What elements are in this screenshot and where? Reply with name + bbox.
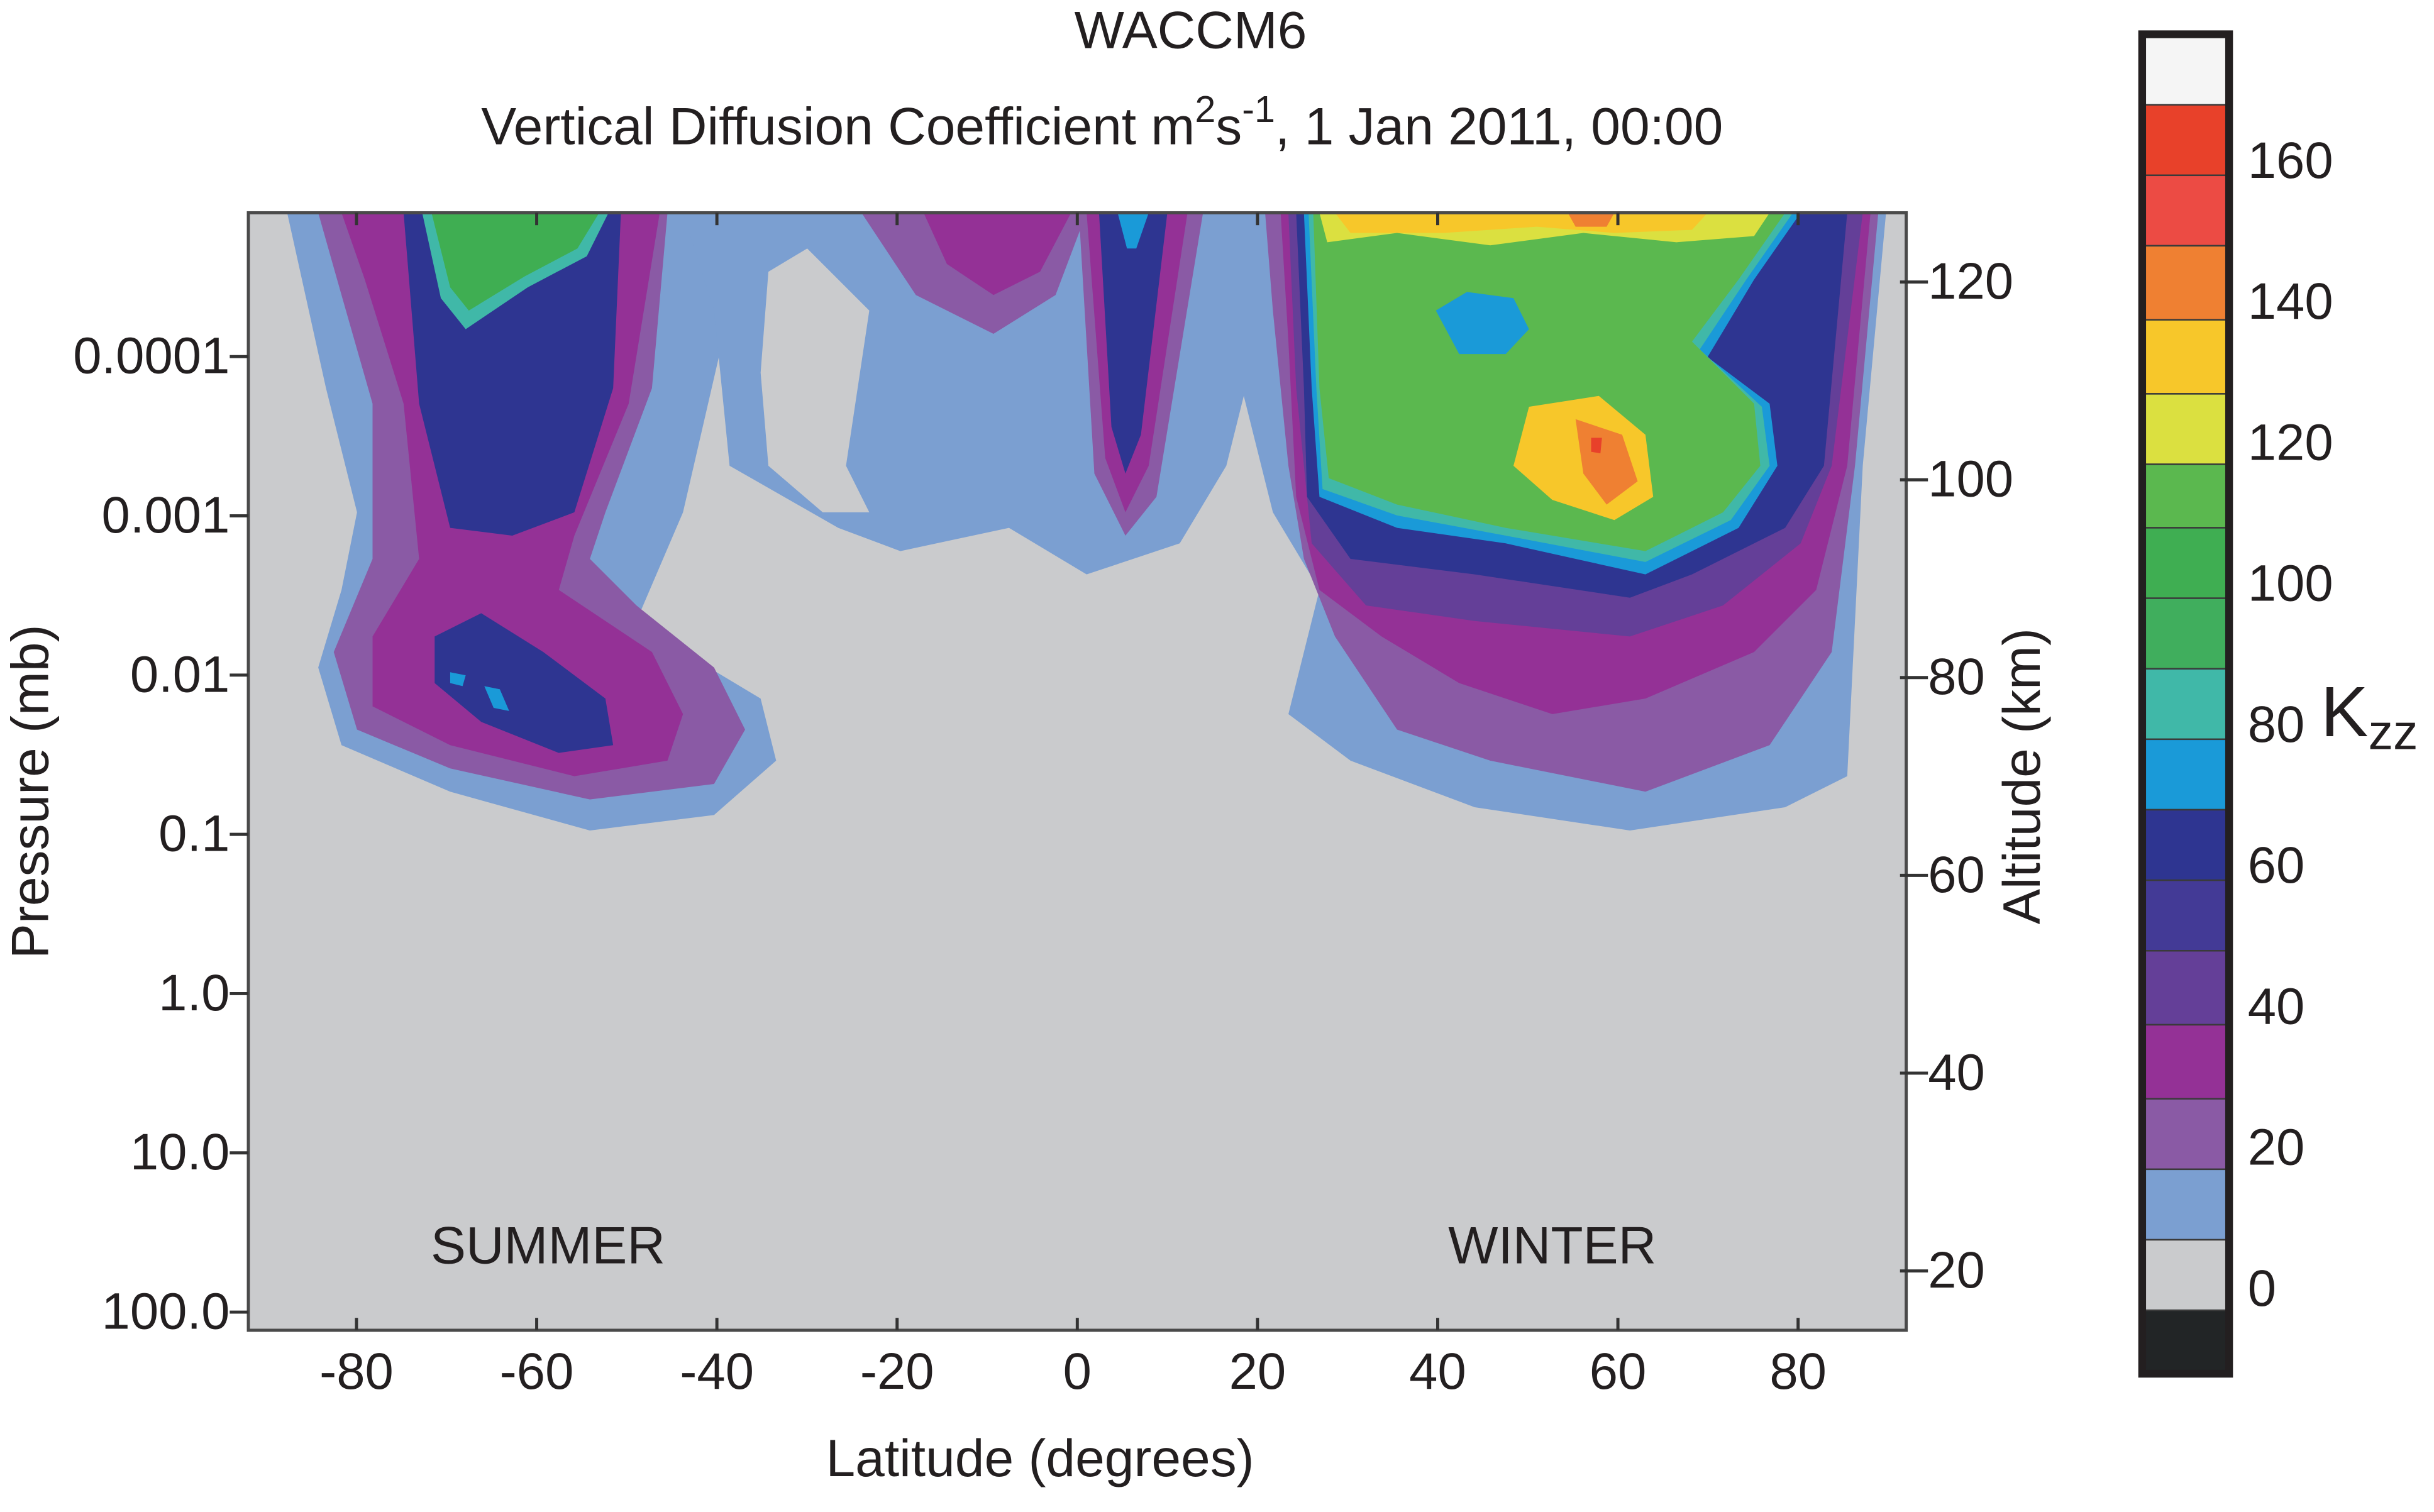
subtitle-superscript: -1 [1242,88,1275,130]
colorbar-segment [2141,1239,2230,1311]
x-tick-label: 0 [1063,1343,1092,1400]
y-tick-label: 100.0 [102,1283,230,1340]
y2-tick-label: 100 [1928,451,2013,508]
contour-region [450,672,466,687]
contour-region [1117,212,1149,249]
x-tick-label: -40 [680,1343,754,1400]
y-tick-label: 10.0 [130,1123,230,1181]
colorbar-segment [2141,463,2230,529]
contour-region [1313,212,1786,551]
contour-region [1591,438,1602,454]
colorbar-segment [2141,33,2230,106]
colorbar-segment [2141,1098,2230,1171]
colorbar-segment [2141,597,2230,670]
chart-subtitle: Vertical Diffusion Coefficient m2s-1, 1 … [481,88,1723,156]
x-tick-label: -80 [319,1343,394,1400]
colorbar-segment [2141,1168,2230,1241]
colorbar-tick-label: 100 [2248,555,2333,612]
x-tick-label: 20 [1229,1343,1286,1400]
colorbar-tick-label: 80 [2248,696,2305,753]
y-tick-label: 1.0 [158,964,230,1022]
x-tick-label: 80 [1769,1343,1827,1400]
x-tick-label: -20 [860,1343,934,1400]
y-tick-label: 0.01 [130,646,230,703]
colorbar-segment [2141,950,2230,1026]
x-tick-label: -60 [500,1343,574,1400]
contour-region [431,212,599,311]
contour-region [760,248,870,512]
subtitle-part: , 1 Jan 2011, 00:00 [1275,97,1723,156]
y2-tick-label: 20 [1928,1242,1985,1299]
chart-title: WACCM6 [1075,1,1307,60]
colorbar-tick-label: 120 [2248,414,2333,471]
contour-region [434,613,614,753]
colorbar-segment [2141,1309,2230,1375]
contour-region [1098,212,1168,474]
y-tick-label: 0.0001 [73,328,230,385]
y2-tick-label: 120 [1928,253,2013,310]
colorbar-segment [2141,1024,2230,1100]
y2-tick-label: 80 [1928,648,1985,705]
colorbar-segment [2141,738,2230,811]
contour-region [1335,212,1708,233]
colorbar-tick-label: 140 [2248,273,2333,330]
subtitle-part: Vertical Diffusion Coefficient m [481,97,1195,156]
colorbar-tick-label: 160 [2248,132,2333,189]
annotation: SUMMER [431,1216,665,1275]
plot-layer: -80 -60 -40 -20 0 20 40 60 800.00010.0010.010.11… [73,30,2333,1400]
colorbar-segment [2141,879,2230,952]
subtitle-superscript: 2 [1195,88,1215,130]
y-tick-label: 0.1 [158,805,230,863]
y2-tick-label: 60 [1928,846,1985,903]
y-tick-label: 0.001 [102,487,230,544]
colorbar-label-subscript: zz [2369,704,2418,759]
colorbar-tick-label: 60 [2248,837,2305,894]
colorbar-tick-label: 20 [2248,1119,2305,1176]
x-axis-label: Latitude (degrees) [826,1428,1254,1487]
colorbar-label: Kzz [2321,672,2418,760]
colorbar-tick-label: 0 [2248,1260,2276,1317]
x-tick-label: 60 [1590,1343,1647,1400]
colorbar-segment [2141,527,2230,599]
colorbar-segment [2141,174,2230,247]
contour-region [484,686,509,711]
colorbar-tick-label: 40 [2248,978,2305,1035]
colorbar-segment [2141,104,2230,177]
y2-axis-label: Altitude (km) [1992,628,2051,924]
colorbar-segment [2141,319,2230,395]
y2-tick-label: 40 [1928,1044,1985,1101]
colorbar-frame [2138,30,2233,1378]
colorbar-label-main: K [2321,672,2369,752]
annotation: WINTER [1448,1216,1656,1275]
subtitle-part: s [1215,97,1242,156]
contour-region [923,212,1071,295]
colorbar-segment [2141,668,2230,741]
colorbar-segment [2141,808,2230,881]
colorbar-segment [2141,393,2230,465]
contour-region [1436,292,1529,355]
x-tick-label: 40 [1409,1343,1466,1400]
contour-region [1568,212,1615,227]
colorbar-segment [2141,245,2230,321]
y-axis-label: Pressure (mb) [0,624,59,959]
